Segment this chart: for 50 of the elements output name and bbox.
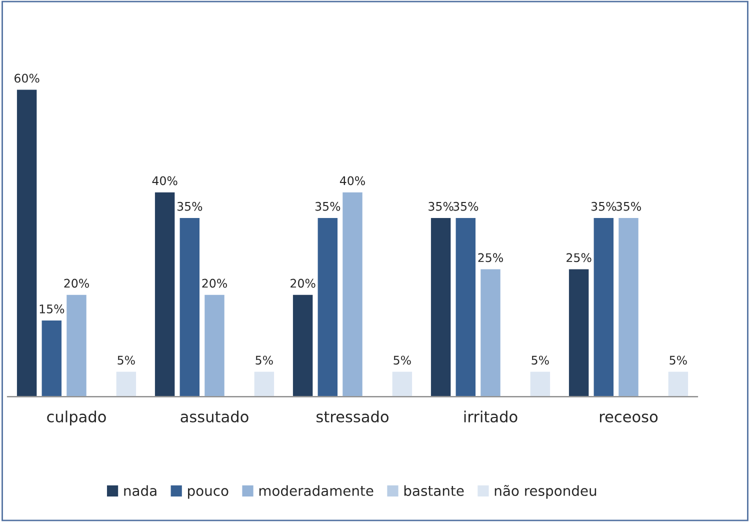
bar xyxy=(479,268,502,397)
bar xyxy=(430,216,452,397)
x-tick-label: culpado xyxy=(47,410,106,426)
bar xyxy=(65,293,88,397)
bar xyxy=(292,293,314,397)
bar xyxy=(617,216,640,397)
data-label: 35% xyxy=(453,202,478,211)
x-tick-label: stressado xyxy=(316,410,388,422)
bar xyxy=(252,370,276,397)
data-label: 20% xyxy=(64,278,89,288)
x-tick-label: assutado xyxy=(180,410,248,422)
data-label: 40% xyxy=(152,176,178,186)
data-label: 25% xyxy=(478,253,503,262)
legend-label: moderadamente xyxy=(259,485,374,496)
bar xyxy=(390,370,414,397)
bar xyxy=(341,190,364,397)
data-label: 35% xyxy=(315,202,340,211)
data-label: 5% xyxy=(532,356,549,365)
data-label: 20% xyxy=(202,278,227,288)
data-label: 5% xyxy=(118,356,135,365)
data-label: 35% xyxy=(428,202,454,211)
bar xyxy=(16,88,38,397)
data-label: 15% xyxy=(40,304,64,314)
bar xyxy=(666,370,690,397)
bar xyxy=(316,216,339,397)
bar xyxy=(40,319,63,397)
bar xyxy=(592,216,615,397)
data-label: 35% xyxy=(591,202,616,211)
bar xyxy=(528,370,552,397)
bar xyxy=(454,216,477,397)
data-label: 60% xyxy=(14,74,40,83)
legend-label: nada xyxy=(124,485,156,496)
legend-label: pouco xyxy=(188,488,228,499)
x-tick-label: receoso xyxy=(600,414,658,422)
data-label: 5% xyxy=(670,356,687,365)
data-label: 40% xyxy=(340,176,365,186)
bar xyxy=(178,216,201,397)
data-label: 5% xyxy=(394,356,411,365)
bar xyxy=(114,370,138,397)
bar xyxy=(568,268,590,397)
legend-label: bastante xyxy=(404,485,464,496)
bar xyxy=(154,190,176,397)
bar xyxy=(203,293,226,397)
data-label: 25% xyxy=(566,253,592,262)
legend-label: não respondeu xyxy=(494,485,596,499)
data-label: 35% xyxy=(177,202,202,211)
data-label: 35% xyxy=(616,202,641,211)
data-label: 20% xyxy=(290,278,316,288)
x-tick-label: irritado xyxy=(464,410,518,422)
data-label: 5% xyxy=(256,356,273,365)
